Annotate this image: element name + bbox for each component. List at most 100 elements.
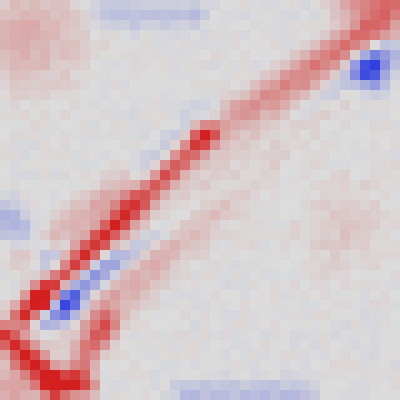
heatmap-cell: [120, 20, 131, 31]
heatmap-cell: [270, 340, 281, 351]
heatmap-cell: [220, 190, 231, 201]
heatmap-cell: [70, 70, 81, 81]
heatmap-cell: [110, 370, 121, 381]
heatmap-cell: [370, 170, 381, 181]
heatmap-cell: [230, 270, 241, 281]
heatmap-cell: [270, 60, 281, 71]
heatmap-cell: [250, 250, 261, 261]
heatmap-cell: [90, 120, 101, 131]
heatmap-cell: [290, 300, 301, 311]
heatmap-cell: [350, 250, 361, 261]
heatmap-cell: [150, 360, 161, 371]
heatmap-cell: [240, 180, 251, 191]
heatmap-cell: [10, 290, 21, 301]
heatmap-cell: [370, 280, 381, 291]
heatmap-cell: [350, 390, 361, 400]
heatmap-cell: [130, 120, 141, 131]
heatmap-cell: [30, 230, 41, 241]
heatmap-cell: [160, 320, 171, 331]
heatmap-cell: [290, 40, 301, 51]
heatmap-cell: [390, 300, 400, 311]
heatmap-cell: [350, 90, 361, 101]
heatmap-cell: [120, 220, 131, 231]
heatmap-cell: [220, 150, 231, 161]
heatmap-cell: [10, 10, 21, 21]
heatmap-cell: [120, 310, 131, 321]
heatmap-cell: [20, 100, 31, 111]
heatmap-cell: [180, 160, 191, 171]
heatmap-cell: [80, 340, 91, 351]
heatmap-cell: [340, 380, 351, 391]
heatmap-cell: [90, 70, 101, 81]
heatmap-cell: [150, 230, 161, 241]
heatmap-cell: [310, 200, 321, 211]
heatmap-cell: [200, 330, 211, 341]
heatmap-cell: [330, 290, 341, 301]
heatmap-cell: [270, 240, 281, 251]
heatmap-cell: [290, 290, 301, 301]
heatmap-cell: [100, 300, 111, 311]
heatmap-cell: [210, 210, 221, 221]
heatmap-cell: [170, 30, 181, 41]
heatmap-cell: [0, 280, 11, 291]
heatmap-cell: [60, 300, 71, 311]
heatmap-cell: [280, 390, 291, 400]
heatmap-cell: [240, 170, 251, 181]
heatmap-cell: [40, 290, 51, 301]
heatmap-cell: [330, 210, 341, 221]
heatmap-cell: [270, 170, 281, 181]
heatmap-cell: [70, 50, 81, 61]
heatmap-cell: [150, 280, 161, 291]
heatmap-cell: [340, 70, 351, 81]
heatmap-cell: [130, 240, 141, 251]
heatmap-cell: [380, 130, 391, 141]
heatmap-cell: [310, 310, 321, 321]
heatmap-cell: [40, 20, 51, 31]
heatmap-cell: [0, 210, 11, 221]
heatmap-cell: [270, 120, 281, 131]
heatmap-cell: [220, 360, 231, 371]
heatmap-cell: [160, 0, 171, 11]
heatmap-cell: [120, 100, 131, 111]
heatmap-cell: [140, 160, 151, 171]
heatmap-cell: [210, 370, 221, 381]
heatmap-cell: [0, 350, 11, 361]
heatmap-cell: [280, 190, 291, 201]
heatmap-cell: [230, 190, 241, 201]
heatmap-cell: [300, 140, 311, 151]
heatmap-cell: [30, 210, 41, 221]
heatmap-cell: [230, 160, 241, 171]
heatmap-cell: [50, 260, 61, 271]
heatmap-cell: [210, 60, 221, 71]
heatmap-cell: [110, 0, 121, 11]
heatmap-cell: [250, 360, 261, 371]
heatmap-cell: [310, 290, 321, 301]
heatmap-cell: [90, 330, 101, 341]
heatmap-cell: [130, 20, 141, 31]
heatmap-cell: [110, 120, 121, 131]
heatmap-cell: [360, 40, 371, 51]
heatmap-cell: [380, 70, 391, 81]
heatmap-cell: [170, 110, 181, 121]
heatmap-cell: [170, 60, 181, 71]
heatmap-cell: [190, 210, 201, 221]
heatmap-cell: [120, 30, 131, 41]
heatmap-cell: [60, 220, 71, 231]
heatmap-cell: [370, 270, 381, 281]
heatmap-cell: [170, 320, 181, 331]
heatmap-cell: [150, 90, 161, 101]
heatmap-cell: [370, 290, 381, 301]
heatmap-cell: [230, 360, 241, 371]
heatmap-cell: [360, 190, 371, 201]
heatmap-cell: [190, 160, 201, 171]
heatmap-cell: [280, 110, 291, 121]
heatmap-cell: [180, 220, 191, 231]
heatmap-cell: [270, 380, 281, 391]
heatmap-cell: [130, 260, 141, 271]
heatmap-cell: [300, 260, 311, 271]
heatmap-cell: [40, 50, 51, 61]
heatmap-cell: [290, 150, 301, 161]
heatmap-cell: [70, 380, 81, 391]
heatmap-cell: [200, 190, 211, 201]
heatmap-cell: [0, 110, 11, 121]
